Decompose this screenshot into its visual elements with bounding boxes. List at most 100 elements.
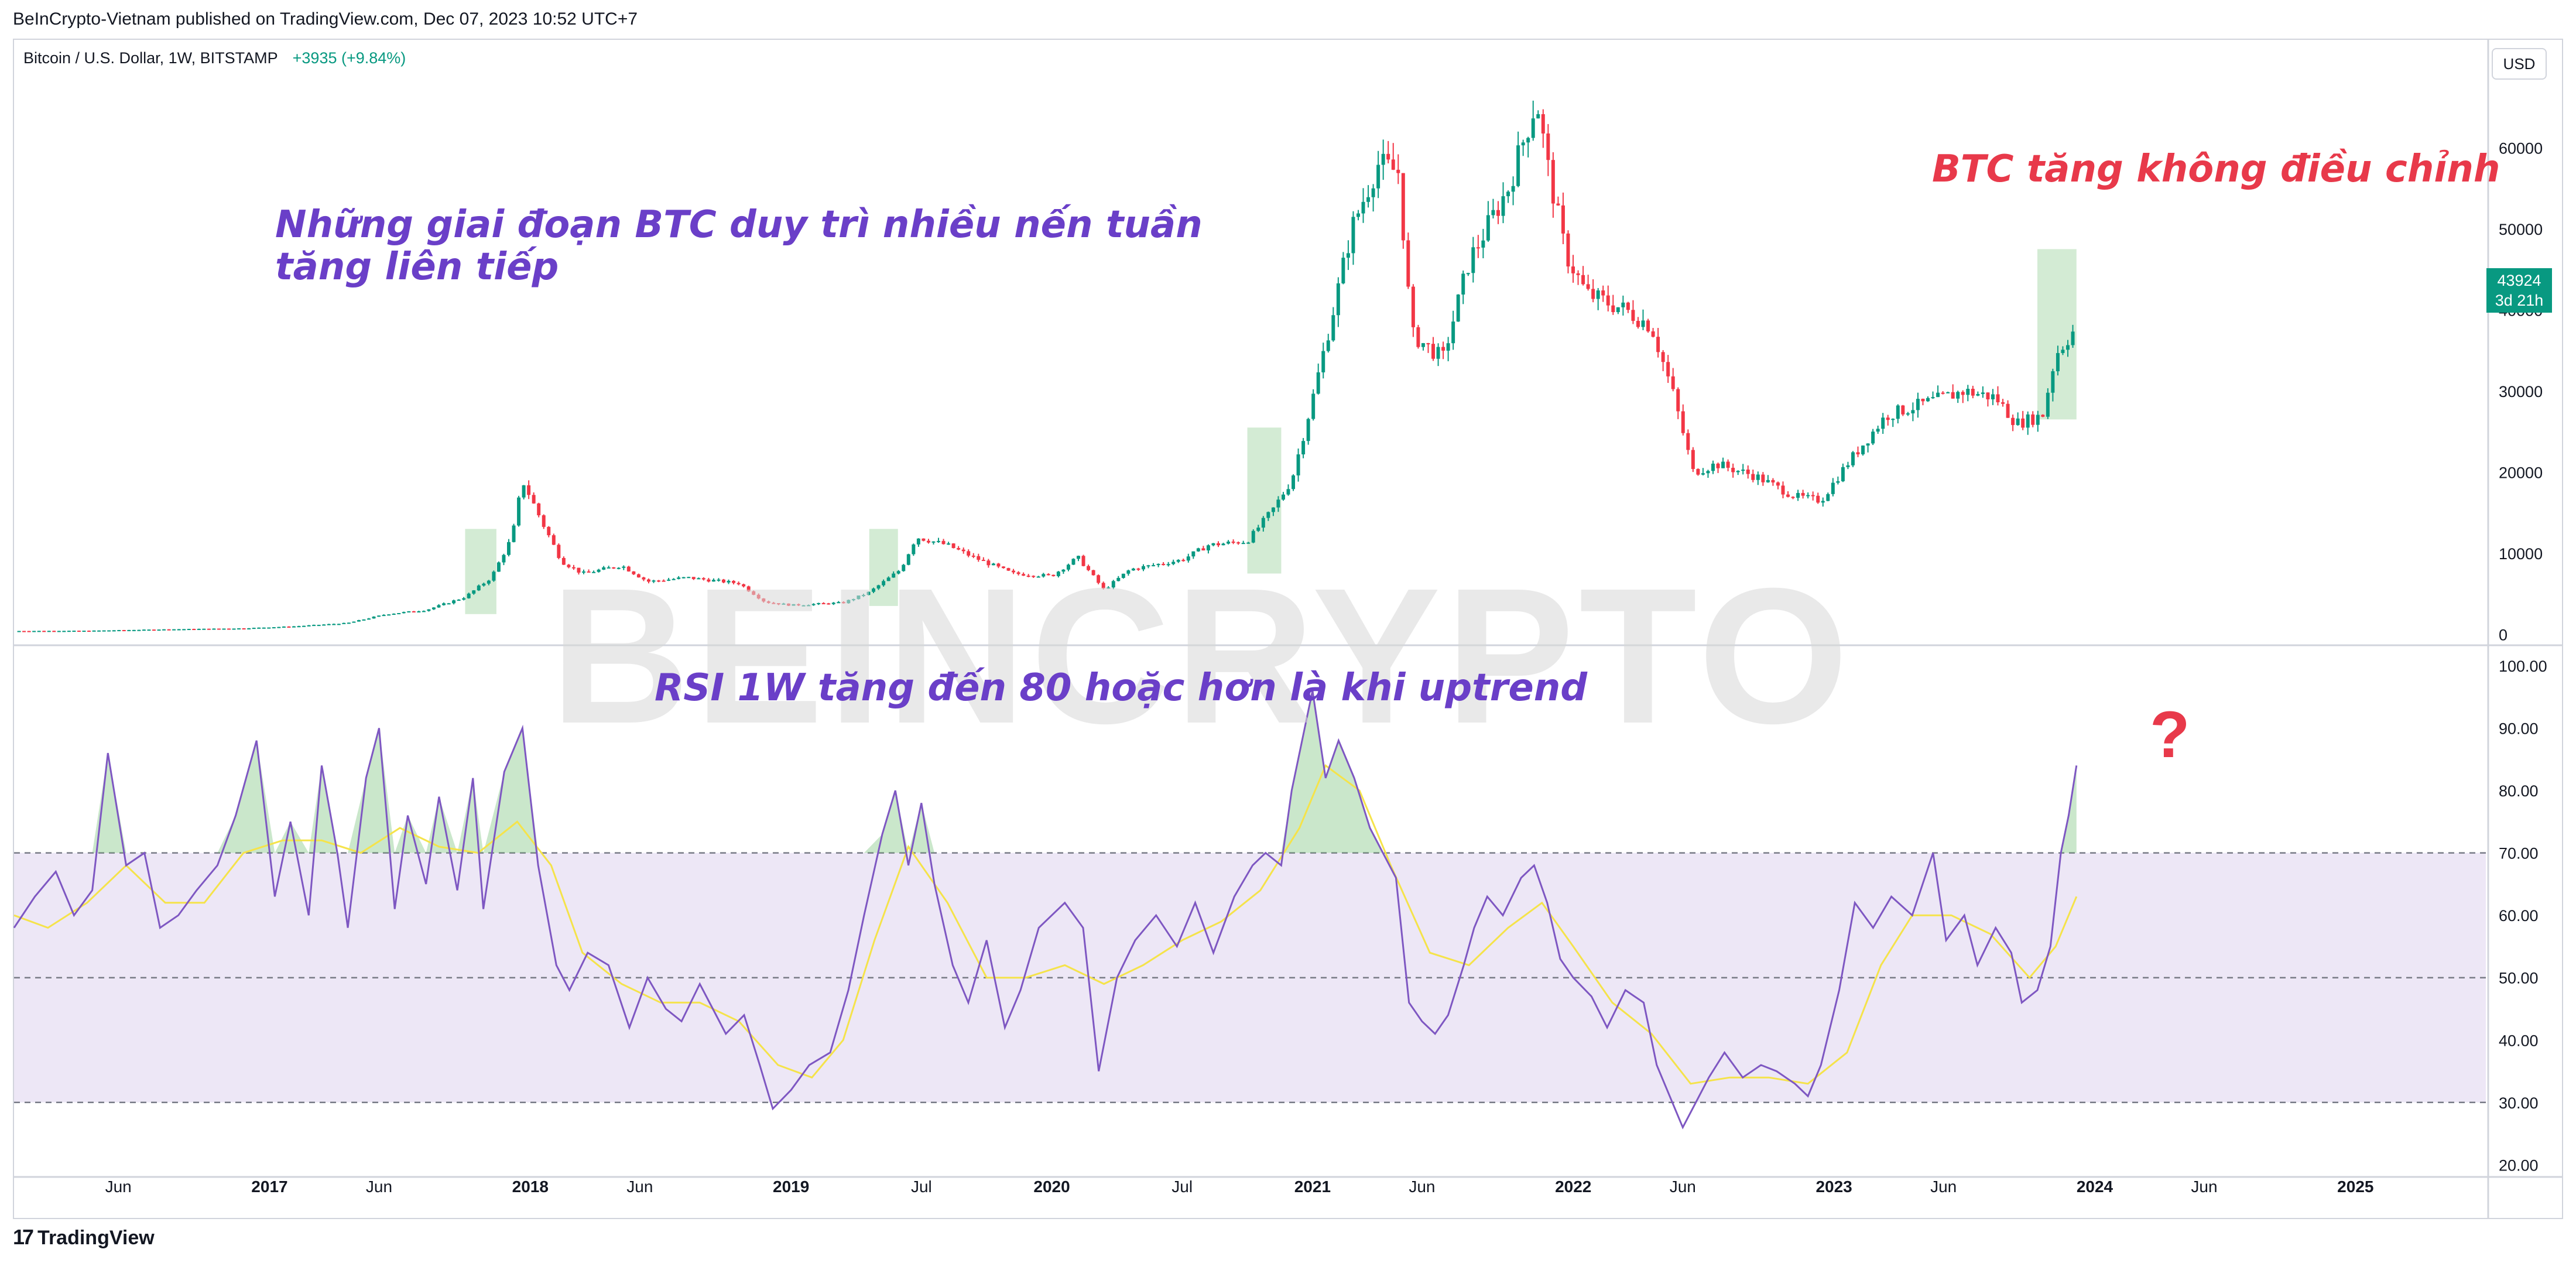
candle-down [691,577,696,579]
candle-up [347,622,351,624]
candle-down [1581,275,1585,285]
publish-info: BeInCrypto-Vietnam published on TradingV… [13,9,638,29]
candle-up [337,624,341,625]
candle-up [912,544,916,555]
candle-down [1046,574,1050,576]
candle-up [427,609,431,611]
candle-up [177,629,181,631]
tradingview-logo[interactable]: 17 TradingView [13,1225,155,1250]
candle-up [67,631,71,632]
candle-up [1331,315,1335,341]
candle-down [1941,392,1945,394]
candle-down [542,515,546,527]
candle-down [1791,497,1795,498]
candle-down [1556,203,1560,206]
candle-down [1646,320,1650,331]
candle-down [1726,461,1730,468]
candle-up [831,603,835,604]
candle-up [782,603,786,605]
candle-up [2046,392,2050,417]
candle-up [257,627,261,629]
candle-up [851,599,855,601]
candle-up [2036,415,2040,425]
candle-up [991,563,995,566]
candle-down [1091,570,1095,576]
candle-down [922,538,926,541]
candle-up [1346,253,1350,258]
price-change: +3935 (+9.84%) [292,49,406,67]
time-tick-label: Jun [1409,1178,1435,1196]
candle-down [1016,572,1020,574]
candle-down [1416,327,1420,347]
candle-down [1771,480,1775,482]
candle-up [811,604,816,605]
candle-down [1901,405,1905,415]
candle-up [1706,471,1710,474]
candle-up [97,630,101,632]
candle-up [1341,258,1345,283]
candle-up [452,600,456,604]
candle-up [1451,321,1455,344]
candle-up [677,577,681,579]
candle-up [1896,405,1900,419]
candle-up [1966,388,1970,395]
candle-down [87,631,91,632]
bar-countdown: 3d 21h [2495,292,2544,309]
candle-up [472,590,476,594]
candle-up [232,628,236,630]
candle-up [1456,295,1460,322]
time-tick-label: Jun [105,1178,132,1196]
candle-up [1976,393,1980,396]
candle-up [1296,454,1300,475]
candle-down [981,560,985,562]
candle-down [797,604,801,605]
candle-up [1256,528,1260,531]
candle-down [1696,468,1700,475]
candle-up [2071,331,2075,345]
candle-up [1436,347,1440,359]
candle-up [1107,587,1111,589]
candle-up [397,613,401,615]
candle-down [1162,564,1166,566]
candle-up [902,564,906,571]
candle-down [1231,541,1235,543]
candle-up [147,629,151,631]
candle-up [127,629,131,631]
symbol-legend[interactable]: Bitcoin / U.S. Dollar, 1W, BITSTAMP +393… [23,49,406,67]
candle-up [1066,564,1070,570]
candle-up [687,577,691,579]
candle-up [886,577,890,581]
candle-up [667,579,671,581]
candle-up [392,614,396,615]
candle-up [2026,414,2030,428]
candle-up [317,625,321,627]
candle-up [482,583,486,586]
candle-up [1221,543,1225,546]
candle-up [672,579,676,580]
candle-down [1601,290,1605,296]
candle-down [657,580,661,582]
candle-up [407,611,411,612]
candle-up [1916,399,1920,410]
candle-down [1001,566,1005,569]
candle-up [202,628,206,630]
candle-up [1206,545,1210,550]
candle-down [977,556,981,560]
currency-button[interactable]: USD [2492,48,2547,80]
candle-up [817,603,821,604]
candle-down [941,540,946,545]
candle-down [1651,331,1655,337]
candle-down [1781,485,1785,495]
candle-down [557,545,561,558]
candle-down [1561,205,1565,234]
candle-up [1926,398,1930,402]
candle-up [332,624,336,625]
candle-down [1081,556,1085,566]
candle-up [1466,273,1470,275]
candle-down [626,566,631,571]
candle-up [931,541,936,543]
price-tick-label: 50000 [2499,221,2543,238]
candle-up [937,540,941,542]
candle-down [1576,273,1580,275]
